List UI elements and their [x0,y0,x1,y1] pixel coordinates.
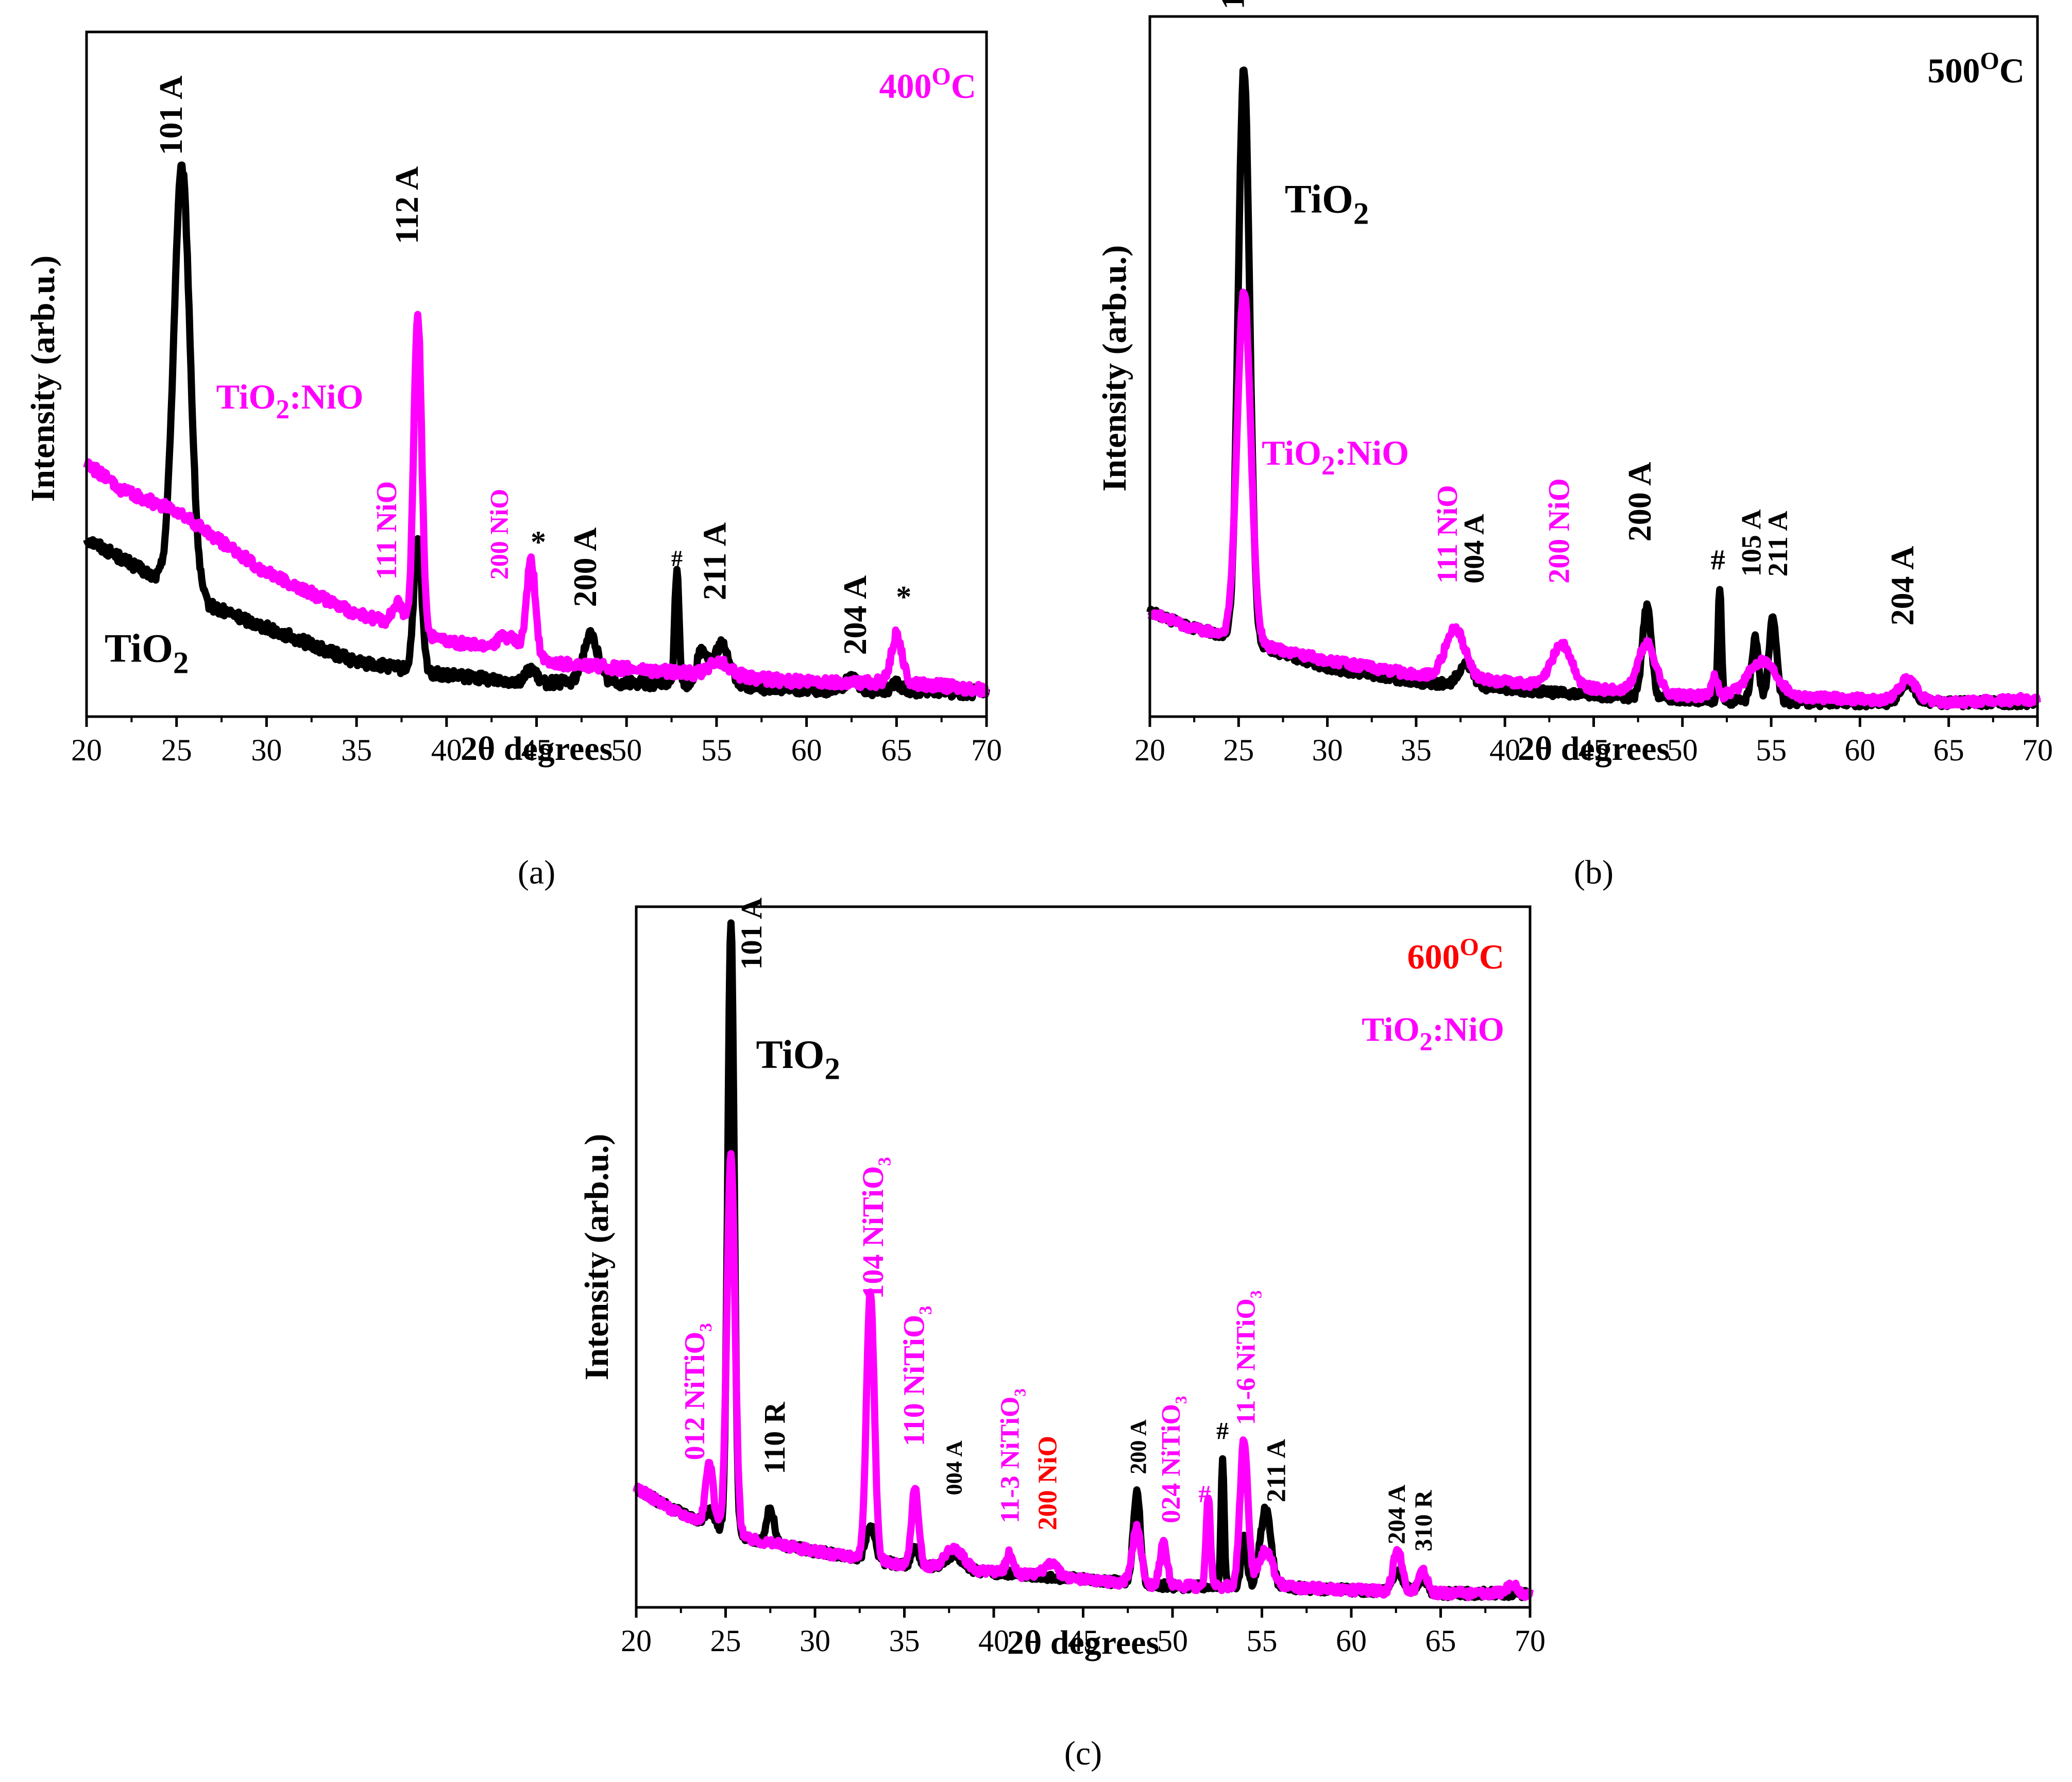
x-tick-label: 50 [611,733,642,767]
x-tick-label: 45 [1578,733,1609,767]
x-tick-label: 60 [791,733,822,767]
y-axis-label: Intensity (arb.u.) [1096,245,1133,492]
peak-label: 105 A [1736,510,1767,577]
peak-label: 101 A [152,76,189,156]
y-axis-label: Intensity (arb.u.) [578,1134,616,1381]
panel-caption: (c) [1064,1735,1102,1772]
x-tick-label: 60 [1844,733,1875,767]
x-tick-label: 35 [1401,733,1432,767]
peak-label: 200 A [1621,462,1658,542]
series-label: TiO2:NiO [1262,433,1409,481]
peak-label: 200 NiO [1033,1436,1062,1530]
peak-label: 11-3 NiTiO3 [996,1388,1029,1523]
x-axis-label: 2θ degrees [461,730,613,768]
x-tick-label: 25 [710,1624,741,1658]
peak-label: 211 A [1762,511,1793,577]
x-tick-label: 40 [978,1624,1009,1658]
peak-label: 101 A [735,897,768,970]
x-tick-label: 65 [881,733,912,767]
x-tick-label: 45 [521,733,552,767]
x-tick-label: 70 [971,733,1002,767]
peak-label: 204 A [1884,546,1921,626]
peak-label: 111 NiO [1432,485,1464,583]
x-tick-label: 35 [889,1624,920,1658]
peak-label: # [1711,545,1725,576]
x-tick-label: 60 [1336,1624,1367,1658]
peak-label: 200 NiO [1542,478,1575,584]
x-tick-label: 65 [1933,733,1964,767]
panel-a-400c: 20 25 30 35 40 45 50 55 60 65 70 2θ degrees Intensit… [24,30,1002,891]
series-label: TiO2:NiO [216,377,364,425]
x-tick-label: 55 [701,733,732,767]
temperature-label: 500OC [1928,47,2025,90]
x-tick-label: 20 [71,733,102,767]
series-line-tio2-nio [83,311,990,698]
x-tick-label: 50 [1667,733,1698,767]
peak-label: 112 A [388,166,425,244]
x-tick-label: 30 [800,1624,830,1658]
x-tick-label: 70 [2022,733,2053,767]
x-axis-label: 2θ degrees [1518,730,1670,768]
x-tick-label: 20 [621,1624,652,1658]
peak-label: 200 NiO [485,489,514,580]
x-tick-label: 40 [431,733,462,767]
peak-label: 204 A [837,575,873,655]
temperature-label: 400OC [879,63,976,106]
peak-label: 004 A [1458,514,1490,584]
peak-label: 104 NiTiO3 [856,1157,895,1299]
panel-caption: (b) [1574,854,1614,891]
peak-label: 110 NiTiO3 [897,1306,936,1447]
panel-caption: (a) [518,854,555,891]
x-tick-label: 45 [1068,1624,1099,1658]
peak-label: 200 A [567,528,603,607]
peak-label: 204 A [1383,1484,1411,1544]
peak-label: 004 A [942,1440,967,1496]
peak-label: 211 A [1262,1439,1292,1502]
series-line-tio2-nio [633,1150,1534,1601]
series-line-tio2-nio [1147,288,2041,710]
x-tick-label: 25 [161,733,192,767]
panel-c-600c: 20 25 30 35 40 45 50 55 60 65 70 2θ degrees Intensit… [578,897,1545,1772]
temperature-label: 600OC [1407,934,1504,976]
peak-label: # [1198,1481,1211,1508]
x-tick-label: 50 [1157,1624,1188,1658]
panel-b-500c: 20 25 30 35 40 45 50 55 60 65 70 2θ degrees Intensit… [1096,0,2053,891]
peak-label: 310 R [1410,1489,1437,1551]
series-label: TiO2 [756,1032,840,1087]
x-tick-label: 55 [1756,733,1787,767]
series-label: TiO2 [105,626,189,681]
y-axis-label: Intensity (arb.u.) [24,256,62,502]
peak-label: * [531,525,546,559]
x-tick-label: 35 [341,733,372,767]
peak-label: 012 NiTiO3 [679,1323,716,1460]
x-tick-label: 55 [1247,1624,1278,1658]
peak-label: # [1216,1418,1229,1445]
x-tick-label: 30 [1312,733,1343,767]
peak-label: # [671,546,683,571]
peak-label: 211 A [696,522,733,600]
peak-label: 200 A [1126,1419,1151,1474]
x-tick-label: 20 [1134,733,1165,767]
series-label: TiO2 [1285,177,1369,231]
x-axis-label: 2θ degrees [1007,1624,1159,1661]
x-tick-label: 40 [1489,733,1520,767]
sample-label: TiO2:NiO [1362,1011,1504,1056]
peak-label: 110 R [758,1401,791,1474]
peak-label: 111 NiO [371,481,403,580]
peak-label: * [896,580,911,614]
peak-label: 101 A [1215,0,1251,9]
x-tick-label: 65 [1425,1624,1456,1658]
x-tick-label: 70 [1515,1624,1545,1658]
x-tick-label: 30 [251,733,282,767]
x-tick-label: 25 [1223,733,1254,767]
peak-label: 11-6 NiTiO3 [1232,1291,1265,1425]
peak-label: 024 NiTiO3 [1157,1396,1190,1523]
